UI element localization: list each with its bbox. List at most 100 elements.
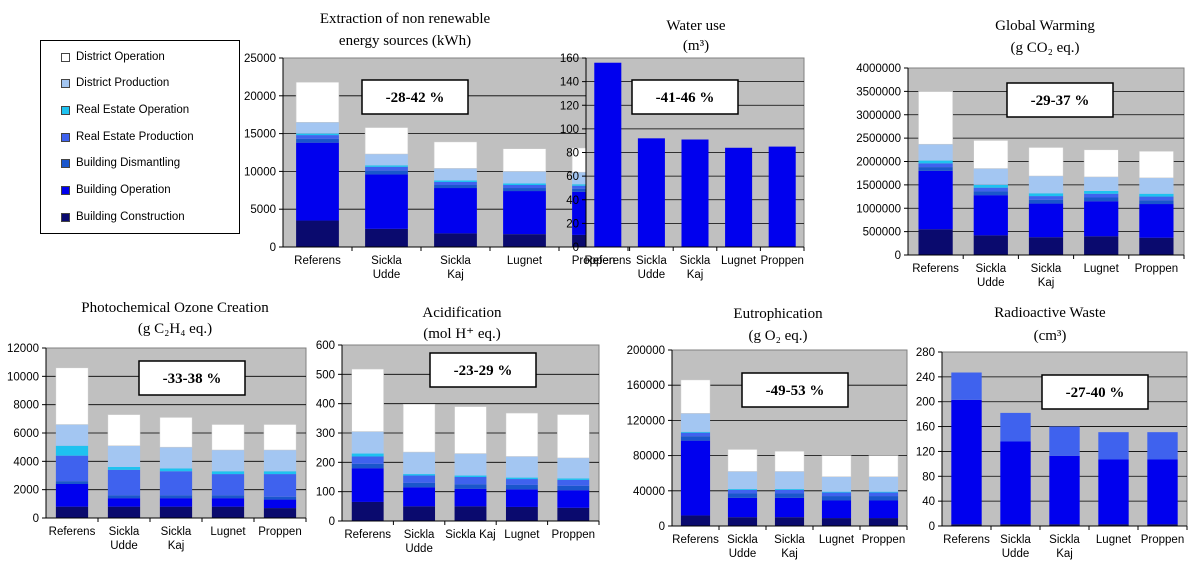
chart-title: (cm³) — [1034, 328, 1067, 344]
chart-radio: 0 40 80 120 160 200 240 280 Referens Sickla Udde Si… — [916, 305, 1188, 560]
bar-segment — [973, 140, 1009, 169]
annotation-box — [1041, 374, 1149, 410]
bar-segment — [727, 449, 758, 472]
bar-segment — [211, 495, 245, 499]
bar-segment — [263, 474, 297, 497]
bar-segment — [821, 492, 852, 497]
bar-segment — [973, 191, 1008, 196]
bar-segment — [821, 455, 852, 477]
y-tick-label: 0 — [895, 250, 901, 262]
bar-segment — [211, 471, 245, 475]
bar-segment — [296, 133, 339, 136]
x-tick-label: Sickla — [371, 255, 402, 267]
x-tick-label: Sickla — [727, 534, 758, 546]
chart-title: Eutrophication — [733, 306, 823, 322]
x-tick-label: Referens — [584, 255, 631, 267]
bar-segment — [1139, 200, 1174, 205]
bar-segment — [725, 147, 753, 247]
y-tick-label: 0 — [929, 521, 935, 533]
x-tick-label: Kaj — [781, 548, 798, 560]
y-tick-label: 120000 — [627, 415, 665, 427]
bar-segment — [107, 498, 141, 507]
bar-segment — [263, 424, 297, 451]
bar-segment — [434, 233, 477, 247]
y-tick-label: 240 — [916, 372, 935, 384]
y-tick-label: 500000 — [863, 227, 901, 239]
x-tick-label: Lugnet — [1096, 534, 1132, 546]
bar-segment — [159, 498, 193, 507]
y-tick-label: 160 — [916, 422, 935, 434]
bar-segment — [1028, 193, 1064, 197]
x-tick-label: Lugnet — [210, 526, 246, 538]
y-tick-label: 0 — [329, 516, 335, 528]
bar-segment — [768, 146, 796, 247]
bar-segment — [505, 484, 538, 490]
x-tick-label: Proppen — [552, 529, 595, 541]
bar-segment — [1049, 426, 1080, 456]
y-tick-label: 2500000 — [856, 133, 901, 145]
bar-segment — [364, 127, 409, 155]
bar-segment — [1139, 193, 1174, 197]
bar-segment — [973, 168, 1008, 185]
bar-segment — [211, 498, 245, 507]
bar-segment — [1147, 524, 1178, 526]
bar-segment — [951, 524, 982, 526]
legend-item: Building Operation — [61, 184, 171, 196]
bar-segment — [402, 404, 436, 453]
bar-segment — [774, 471, 805, 490]
annotation-box — [741, 372, 849, 408]
legend-swatch — [61, 105, 70, 115]
y-tick-label: 2000000 — [856, 157, 901, 169]
bar-segment — [1084, 197, 1119, 202]
bar-segment — [351, 453, 384, 457]
bar-segment — [680, 436, 711, 441]
x-tick-label: Sickla — [774, 534, 805, 546]
bar-segment — [159, 468, 193, 472]
bar-segment — [505, 412, 539, 457]
legend-swatch — [61, 158, 70, 168]
x-tick-label: Sickla — [975, 263, 1006, 275]
bar-segment — [295, 81, 340, 123]
y-tick-label: 400 — [316, 399, 335, 411]
bar-segment — [1084, 176, 1119, 191]
chart-title: (g O₂ eq.) — [749, 328, 808, 344]
bar-segment — [365, 154, 408, 166]
bar-segment — [918, 167, 953, 171]
bar-segment — [1083, 149, 1119, 178]
bar-segment — [680, 431, 711, 433]
x-tick-label: Lugnet — [507, 255, 543, 267]
bar-segment — [1098, 459, 1129, 525]
bar-segment — [1098, 524, 1129, 526]
bar-segment — [107, 467, 141, 470]
bar-segment — [403, 452, 436, 475]
bar-segment — [680, 379, 711, 414]
x-tick-label: Lugnet — [819, 534, 855, 546]
bar-segment — [1098, 432, 1129, 460]
y-tick-label: 200000 — [627, 345, 665, 357]
bar-segment — [211, 506, 245, 518]
x-tick-label: Sickla — [680, 255, 711, 267]
annotation-text: -41-46 % — [656, 90, 715, 106]
chart-title: Water use — [666, 18, 726, 34]
y-tick-label: 40000 — [633, 486, 665, 498]
chart-acid: 0 100 200 300 400 500 600 Referens Sickla Udde Sic… — [316, 305, 600, 555]
x-tick-label: Proppen — [760, 255, 803, 267]
chart-title: (g CO₂ eq.) — [1011, 40, 1080, 56]
bar-segment — [951, 372, 982, 400]
chart-title: (m³) — [683, 38, 709, 54]
bar-segment — [868, 476, 899, 492]
x-tick-label: Sickla — [1000, 534, 1031, 546]
x-tick-label: Udde — [1002, 548, 1030, 560]
x-tick-label: Udde — [405, 543, 433, 555]
y-tick-label: 0 — [573, 242, 579, 254]
bar-segment — [918, 163, 953, 168]
bar-segment — [107, 469, 141, 496]
annotation-text: -49-53 % — [766, 383, 825, 399]
bar-segment — [211, 474, 245, 496]
bar-segment — [505, 456, 538, 478]
bar-segment — [1028, 199, 1064, 204]
bar-segment — [727, 493, 758, 498]
y-tick-label: 0 — [659, 521, 665, 533]
bar-segment — [727, 517, 758, 526]
bar-segment — [557, 485, 590, 491]
